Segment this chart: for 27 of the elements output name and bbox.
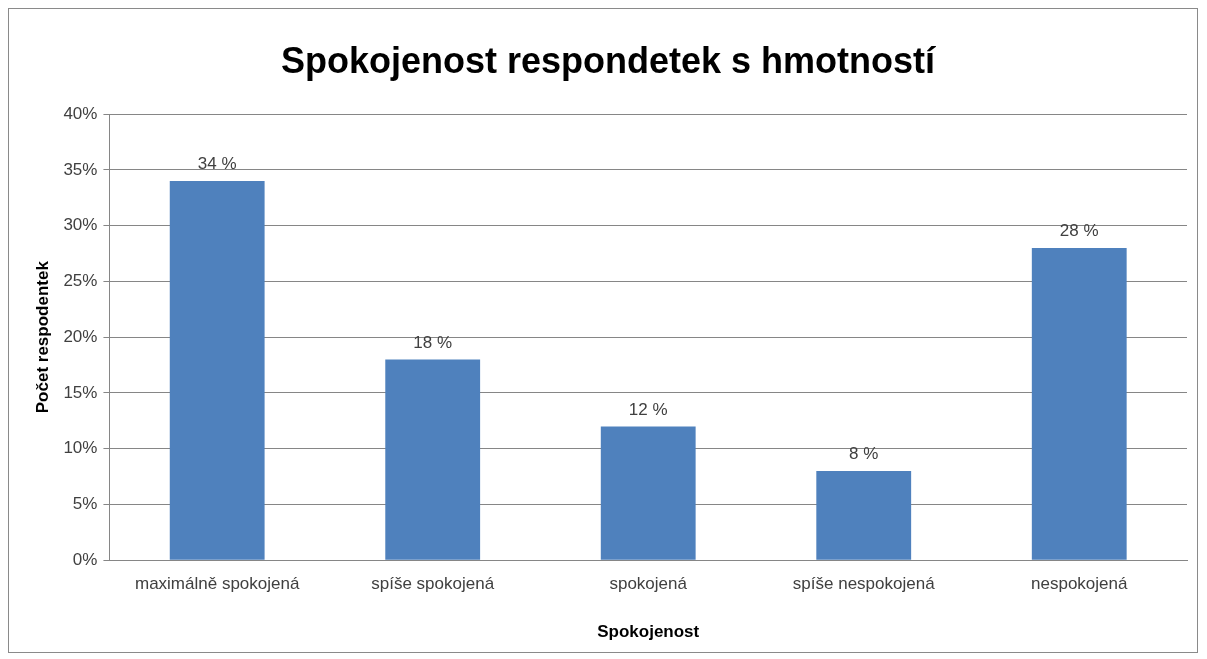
y-tick-label: 15% bbox=[63, 382, 98, 402]
x-tick-label: spíše nespokojená bbox=[792, 574, 936, 594]
x-axis-title: Spokojenost bbox=[597, 622, 700, 642]
y-tick-label: 40% bbox=[63, 103, 98, 123]
y-tick-label: 20% bbox=[63, 326, 98, 346]
data-label: 28 % bbox=[1059, 221, 1099, 241]
bar bbox=[1031, 248, 1127, 560]
y-tick-label: 10% bbox=[63, 438, 98, 458]
y-axis-title: Počet respodentek bbox=[32, 260, 52, 414]
x-tick-label: maximálně spokojená bbox=[134, 574, 300, 594]
bar bbox=[600, 426, 696, 560]
x-tick-label: nespokojená bbox=[1031, 574, 1128, 594]
y-tick-label: 35% bbox=[63, 159, 98, 179]
y-tick-label: 5% bbox=[72, 494, 98, 514]
y-tick-label: 25% bbox=[63, 271, 98, 291]
bar bbox=[169, 181, 265, 560]
data-label: 18 % bbox=[413, 332, 453, 352]
y-tick-label: 30% bbox=[63, 215, 98, 235]
bar bbox=[816, 471, 912, 560]
data-label: 12 % bbox=[628, 399, 668, 419]
data-label: 34 % bbox=[197, 154, 237, 174]
x-tick-label: spokojená bbox=[609, 574, 688, 594]
chart-title: Spokojenost respondetek s hmotností bbox=[280, 39, 937, 81]
x-tick-label: spíše spokojená bbox=[371, 574, 495, 594]
data-label: 8 % bbox=[849, 444, 879, 464]
bar bbox=[385, 359, 481, 560]
y-tick-label: 0% bbox=[72, 549, 98, 569]
